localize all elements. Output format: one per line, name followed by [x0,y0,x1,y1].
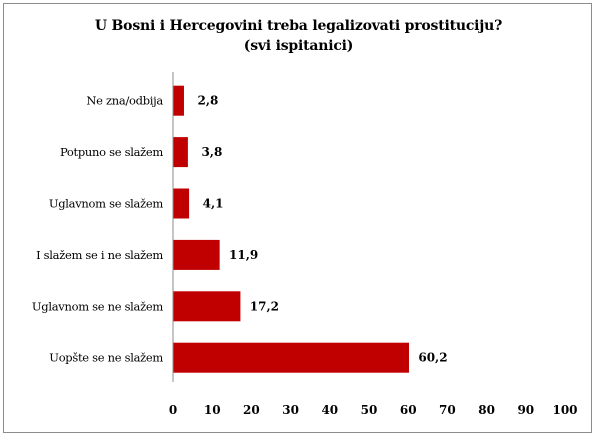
x-tick-label: 30 [282,403,299,417]
category-label: Uglavnom se slažem [49,197,164,211]
data-label: 4,1 [203,197,224,211]
chart-title: U Bosni i Hercegovini treba legalizovati… [94,18,503,34]
category-label: I slažem se i ne slažem [36,248,163,262]
bar [173,342,409,373]
category-label: Uglavnom se ne slažem [32,299,164,313]
category-label: Potpuno se slažem [60,145,163,159]
data-label: 17,2 [250,299,279,313]
x-tick-label: 40 [321,403,338,417]
x-tick-label: 100 [552,403,577,417]
x-tick-label: 70 [439,403,456,417]
bar [173,85,184,116]
x-tick-label: 10 [204,403,221,417]
category-label: Ne zna/odbija [86,94,163,108]
data-label: 60,2 [418,351,447,365]
category-label: Uopšte se ne slažem [49,351,163,365]
data-label: 2,8 [198,94,219,108]
bar [173,291,241,322]
chart-subtitle: (svi ispitanici) [243,38,354,54]
bar [173,239,220,270]
x-tick-label: 60 [400,403,417,417]
x-tick-label: 90 [517,403,534,417]
data-label: 11,9 [229,248,258,262]
x-tick-label: 20 [243,403,260,417]
x-tick-label: 80 [478,403,495,417]
x-tick-label: 0 [169,403,177,417]
x-tick-label: 50 [361,403,378,417]
data-label: 3,8 [201,145,222,159]
bar [173,188,190,219]
bar [173,137,188,168]
